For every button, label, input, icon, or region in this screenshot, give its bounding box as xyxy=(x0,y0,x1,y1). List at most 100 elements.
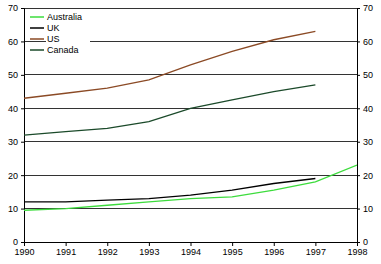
series-line xyxy=(24,165,357,210)
series-line xyxy=(24,178,315,201)
tick: 50 xyxy=(8,70,24,80)
tick: 1997 xyxy=(306,242,326,257)
grid-line xyxy=(24,8,357,9)
legend-background xyxy=(46,23,90,33)
grid xyxy=(24,8,357,242)
tick: 50 xyxy=(357,70,373,80)
legend-label: UK xyxy=(47,23,60,33)
series-line xyxy=(24,85,315,135)
tick-label: 0 xyxy=(363,237,368,247)
tick-label: 0 xyxy=(13,237,18,247)
legend-background xyxy=(46,45,90,55)
tick-mark xyxy=(21,8,24,9)
legend-label: Canada xyxy=(47,45,79,55)
tick-label: 1993 xyxy=(139,247,159,257)
y2-axis: 0 10 20 30 40 50 60 70 xyxy=(357,3,373,247)
grid-line xyxy=(24,141,357,142)
tick-mark xyxy=(107,242,108,246)
tick-label: 1994 xyxy=(181,247,201,257)
tick: 70 xyxy=(8,3,24,13)
tick-label: 30 xyxy=(363,137,373,147)
tick-mark xyxy=(357,242,360,243)
tick: 20 xyxy=(357,171,373,181)
tick-label: 50 xyxy=(8,70,18,80)
tick: 20 xyxy=(8,171,24,181)
tick-label: 70 xyxy=(363,3,373,13)
series-line xyxy=(24,31,315,98)
tick: 40 xyxy=(8,104,24,114)
tick-mark xyxy=(274,242,275,246)
tick-mark xyxy=(21,75,24,76)
tick-label: 20 xyxy=(363,171,373,181)
tick-label: 60 xyxy=(363,37,373,47)
tick-mark xyxy=(232,242,233,246)
tick-label: 40 xyxy=(8,104,18,114)
tick: 10 xyxy=(8,204,24,214)
y-axis: 0 10 20 30 40 50 60 70 xyxy=(8,3,25,247)
tick: 10 xyxy=(357,204,373,214)
tick-mark xyxy=(21,209,24,210)
tick: 1993 xyxy=(139,242,159,257)
tick-label: 1997 xyxy=(306,247,326,257)
tick-mark xyxy=(191,242,192,246)
tick: 1991 xyxy=(56,242,76,257)
tick-mark xyxy=(357,8,360,9)
tick-mark xyxy=(66,242,67,246)
tick: 70 xyxy=(357,3,373,13)
legend-swatch xyxy=(30,27,44,29)
tick: 0 xyxy=(13,237,24,247)
tick-mark xyxy=(21,41,24,42)
axis-line xyxy=(25,243,358,247)
tick-mark xyxy=(21,175,24,176)
legend-swatch xyxy=(30,49,44,51)
tick: 0 xyxy=(357,237,368,247)
grid-line xyxy=(24,175,357,176)
tick: 60 xyxy=(8,37,24,47)
x-axis: 1990 1991 1992 1993 1994 1995 1996 1997 1998 xyxy=(14,242,367,257)
axis-line xyxy=(21,9,25,243)
legend-swatch xyxy=(30,38,44,40)
chart: 1990199119921993199419951996199719980102… xyxy=(0,0,381,264)
tick-mark xyxy=(357,41,360,42)
tick-mark xyxy=(21,242,24,243)
tick-label: 20 xyxy=(8,171,18,181)
tick: 1994 xyxy=(181,242,201,257)
tick-label: 1992 xyxy=(98,247,118,257)
tick-label: 70 xyxy=(8,3,18,13)
tick-label: 50 xyxy=(363,70,373,80)
tick-label: 1995 xyxy=(223,247,243,257)
tick: 40 xyxy=(357,104,373,114)
tick-mark xyxy=(357,209,360,210)
tick-mark xyxy=(357,75,360,76)
tick: 1996 xyxy=(264,242,284,257)
legend-background xyxy=(46,12,90,22)
tick-mark xyxy=(21,108,24,109)
legend-background xyxy=(46,34,90,44)
tick: 30 xyxy=(357,137,373,147)
tick-mark xyxy=(149,242,150,246)
grid-line xyxy=(24,74,357,75)
tick-label: 1990 xyxy=(14,247,34,257)
tick-label: 60 xyxy=(8,37,18,47)
legend-label: US xyxy=(47,34,60,44)
tick-mark xyxy=(315,242,316,246)
tick-label: 1998 xyxy=(347,247,367,257)
tick-mark xyxy=(357,142,360,143)
tick-mark xyxy=(21,142,24,143)
tick-label: 30 xyxy=(8,137,18,147)
tick-label: 10 xyxy=(363,204,373,214)
plot-area xyxy=(24,31,357,210)
legend-label: Australia xyxy=(47,12,82,22)
legend-swatch xyxy=(30,16,44,18)
tick-label: 10 xyxy=(8,204,18,214)
axis-line xyxy=(358,9,361,243)
tick: 1995 xyxy=(223,242,243,257)
tick: 1992 xyxy=(98,242,118,257)
tick-mark xyxy=(357,108,360,109)
tick-label: 1996 xyxy=(264,247,284,257)
tick: 30 xyxy=(8,137,24,147)
tick: 60 xyxy=(357,37,373,47)
tick-label: 1991 xyxy=(56,247,76,257)
legend: AustraliaUKUSCanada xyxy=(30,12,90,55)
tick-label: 40 xyxy=(363,104,373,114)
